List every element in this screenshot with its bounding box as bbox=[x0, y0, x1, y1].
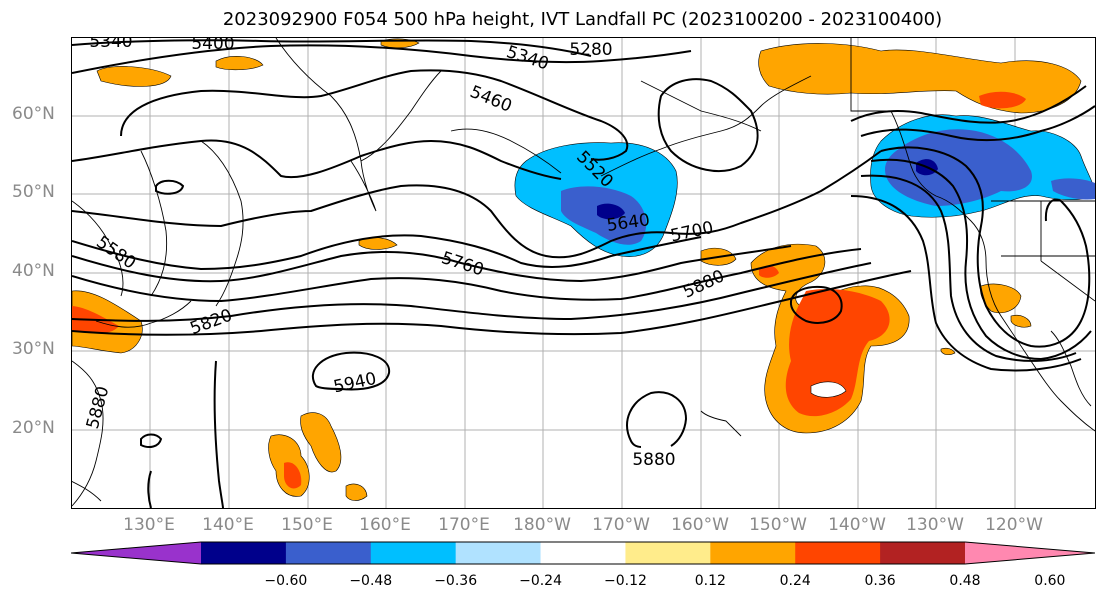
lon-label: 130°W bbox=[906, 515, 964, 535]
lon-label: 150°E bbox=[281, 515, 333, 535]
contour-label: 5880 bbox=[632, 450, 675, 470]
lon-label: 150°W bbox=[749, 515, 807, 535]
colorbar-tick-label: 0.60 bbox=[1034, 573, 1066, 589]
lon-label: 130°E bbox=[123, 515, 175, 535]
colorbar-segment bbox=[370, 542, 457, 564]
colorbar-tick-label: −0.24 bbox=[519, 573, 562, 589]
map-canvas: 5340 5400 5340 5280 5460 5520 5580 5640 … bbox=[72, 38, 1095, 508]
map-title: 2023092900 F054 500 hPa height, IVT Land… bbox=[222, 9, 943, 30]
colorbar-segment bbox=[710, 542, 796, 564]
colorbar-segment bbox=[201, 542, 287, 564]
lon-label: 180°W bbox=[513, 515, 571, 535]
colorbar-segment bbox=[455, 542, 542, 564]
colorbar-tick-label: 0.12 bbox=[694, 573, 726, 589]
lon-label: 170°W bbox=[592, 515, 650, 535]
lat-label: 50°N bbox=[12, 182, 55, 202]
colorbar-tick-label: −0.36 bbox=[434, 573, 478, 589]
lat-label: 40°N bbox=[12, 261, 55, 281]
contour-label: 5880 bbox=[83, 384, 114, 431]
contour-label: 5700 bbox=[669, 218, 715, 247]
colorbar-segment bbox=[540, 542, 626, 564]
height-contours bbox=[72, 39, 1095, 508]
gridlines bbox=[72, 38, 1095, 508]
colorbar bbox=[71, 541, 1095, 565]
colorbar-tick-label: 0.36 bbox=[864, 573, 896, 589]
lat-label: 30°N bbox=[12, 339, 55, 359]
lon-label: 170°E bbox=[438, 515, 490, 535]
map-panel: 5340 5400 5340 5280 5460 5520 5580 5640 … bbox=[71, 37, 1096, 509]
contour-label: 5400 bbox=[191, 38, 234, 54]
lat-label: 20°N bbox=[12, 418, 55, 438]
colorbar-extend-max bbox=[965, 542, 1095, 564]
colorbar-segment bbox=[880, 542, 966, 564]
positive-ivt-shading bbox=[72, 38, 1082, 501]
contour-label: 5460 bbox=[467, 82, 515, 117]
colorbar-segment bbox=[625, 542, 711, 564]
lon-label: 160°W bbox=[671, 515, 729, 535]
lon-label: 140°E bbox=[202, 515, 254, 535]
contour-label: 5280 bbox=[569, 40, 612, 60]
colorbar-tick-label: −0.60 bbox=[264, 573, 308, 589]
colorbar-tick-label: −0.12 bbox=[603, 573, 647, 589]
colorbar-extend-min bbox=[71, 542, 201, 564]
contour-label: 5340 bbox=[89, 38, 132, 52]
lat-label: 60°N bbox=[12, 104, 55, 124]
colorbar-tick-label: 0.24 bbox=[779, 573, 811, 589]
contour-label: 5760 bbox=[439, 248, 486, 280]
lon-label: 140°W bbox=[828, 515, 886, 535]
contour-label: 5940 bbox=[332, 369, 378, 398]
colorbar-segment bbox=[285, 542, 372, 564]
colorbar-tick-label: −0.48 bbox=[349, 573, 393, 589]
colorbar-tick-label: 0.48 bbox=[949, 573, 981, 589]
colorbar-outline bbox=[71, 541, 1095, 565]
coastlines bbox=[72, 38, 1095, 507]
colorbar-segment bbox=[795, 542, 881, 564]
lon-label: 120°W bbox=[985, 515, 1043, 535]
lon-label: 160°E bbox=[359, 515, 411, 535]
